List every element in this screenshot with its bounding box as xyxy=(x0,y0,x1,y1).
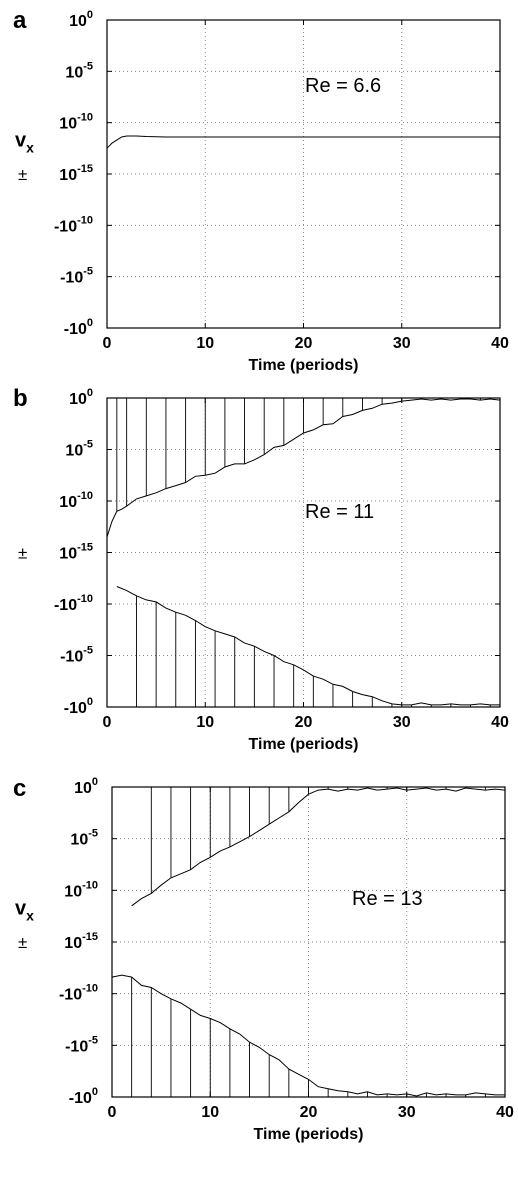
y-axis-title: vx xyxy=(15,897,34,923)
y-tick-label: -10-10 xyxy=(54,593,93,614)
x-tick-label: 30 xyxy=(393,335,411,352)
y-tick-label: 10-10 xyxy=(59,490,93,511)
x-tick-label: 20 xyxy=(295,714,313,731)
y-tick-label: -100 xyxy=(64,696,93,717)
re-annotation: Re = 11 xyxy=(305,501,374,523)
x-tick-label: 10 xyxy=(196,714,214,731)
x-tick-label: 0 xyxy=(108,1104,117,1121)
x-tick-label: 0 xyxy=(103,335,112,352)
series-line-2 xyxy=(116,586,500,706)
plus-minus-label: ± xyxy=(18,165,27,184)
x-tick-label: 40 xyxy=(491,335,509,352)
y-axis-title: vx xyxy=(15,130,34,156)
panel-b: b 0 10 20 30 40 100 10-5 10-10 10-15 -10-10 -10-5 -1… xyxy=(13,385,509,753)
x-tick-label: 0 xyxy=(103,714,112,731)
y-tick-label: 10-15 xyxy=(59,542,93,563)
x-tick-label: 20 xyxy=(300,1104,318,1121)
y-tick-label: -10-5 xyxy=(60,266,93,287)
x-axis-title: Time (periods) xyxy=(249,736,359,753)
panel-letter: b xyxy=(13,385,28,412)
y-tick-label: 100 xyxy=(74,776,98,797)
y-tick-label: -100 xyxy=(69,1086,98,1107)
series-line-2 xyxy=(111,974,505,1097)
panel-c: c 0 10 20 30 40 100 10-5 10-10 10-15 -10-10 -10-5 -1… xyxy=(13,775,514,1143)
x-tick-label: 40 xyxy=(496,1104,514,1121)
re-annotation: Re = 6.6 xyxy=(305,75,381,97)
x-axis-title: Time (periods) xyxy=(254,1126,364,1143)
y-tick-label: -10-5 xyxy=(60,645,93,666)
panel-a: a 0 10 20 30 40 100 10-5 10-10 10-15 -10-10 -10-5 -1… xyxy=(13,7,509,374)
x-tick-label: 30 xyxy=(398,1104,416,1121)
y-tick-label: 10-10 xyxy=(64,879,98,900)
y-tick-label: -10-5 xyxy=(65,1034,98,1055)
y-tick-label: 10-10 xyxy=(59,112,93,133)
plus-minus-label: ± xyxy=(18,544,27,563)
re-annotation: Re = 13 xyxy=(352,888,423,910)
y-tick-label: -10-10 xyxy=(54,214,93,235)
y-tick-label: 10-15 xyxy=(64,931,98,952)
x-tick-label: 30 xyxy=(393,714,411,731)
series-line-1 xyxy=(131,787,506,907)
y-tick-label: -100 xyxy=(64,317,93,338)
x-axis-title: Time (periods) xyxy=(249,357,359,374)
x-tick-label: 40 xyxy=(491,714,509,731)
panel-letter: a xyxy=(13,7,27,34)
series-line-1 xyxy=(106,135,500,149)
y-tick-label: 10-5 xyxy=(70,828,98,849)
series-line-1 xyxy=(106,398,501,538)
y-tick-label: 100 xyxy=(69,9,93,30)
y-tick-label: 100 xyxy=(69,387,93,408)
panel-letter: c xyxy=(13,775,26,802)
y-tick-label: 10-5 xyxy=(65,439,93,460)
y-tick-label: -10-10 xyxy=(59,983,98,1004)
x-tick-label: 10 xyxy=(201,1104,219,1121)
y-tick-label: 10-15 xyxy=(59,163,93,184)
x-tick-label: 20 xyxy=(295,335,313,352)
x-tick-label: 10 xyxy=(196,335,214,352)
y-tick-label: 10-5 xyxy=(65,60,93,81)
plus-minus-label: ± xyxy=(18,933,27,952)
